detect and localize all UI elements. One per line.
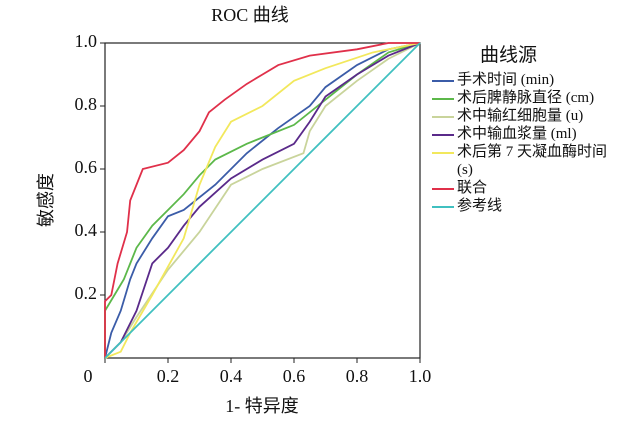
y-tick-label: 0.4 xyxy=(75,220,98,240)
legend-swatch xyxy=(432,206,454,208)
legend: 曲线源 手术时间 (min) 术后脾静脉直径 (cm) 术中输红细胞量 (u) 术中输… xyxy=(432,40,622,215)
legend-swatch xyxy=(432,98,454,100)
x-axis-label: 1- 特异度 xyxy=(225,396,299,416)
legend-label: 术后脾静脉直径 (cm) xyxy=(457,90,595,106)
legend-title: 曲线源 xyxy=(480,45,538,66)
roc-curve xyxy=(104,42,421,358)
legend-swatch xyxy=(432,116,454,118)
legend-swatch xyxy=(432,80,454,82)
legend-label: 联合 xyxy=(457,180,488,196)
y-tick-label: 0.2 xyxy=(75,283,98,303)
legend-swatch xyxy=(432,152,454,154)
roc-curve xyxy=(104,42,421,359)
legend-item: 手术时间 (min) xyxy=(432,71,622,89)
legend-item: 术中输红细胞量 (u) xyxy=(432,107,622,125)
legend-item: 术后脾静脉直径 (cm) xyxy=(432,89,622,107)
x-tick-label: 1.0 xyxy=(409,366,432,386)
legend-label: 参考线 xyxy=(457,198,503,214)
roc-curve xyxy=(104,42,421,359)
legend-label: 术中输血浆量 (ml) xyxy=(457,126,577,142)
legend-swatch xyxy=(432,188,454,190)
y-axis-label: 敏感度 xyxy=(36,173,56,227)
y-tick-label: 1.0 xyxy=(75,31,98,51)
legend-item: 术后第 7 天凝血酶时间 (s) xyxy=(432,143,622,179)
legend-item: 联合 xyxy=(432,179,622,197)
chart-title: ROC 曲线 xyxy=(211,5,289,25)
legend-label: 手术时间 (min) xyxy=(457,72,555,88)
y-tick-label: 0.6 xyxy=(75,157,98,177)
legend-item: 参考线 xyxy=(432,197,622,215)
roc-curve xyxy=(104,42,421,359)
legend-label: 术后第 7 天凝血酶时间 (s) xyxy=(457,144,608,178)
x-tick-label: 0.8 xyxy=(346,366,369,386)
x-tick-label: 0 xyxy=(84,366,93,386)
plot-frame xyxy=(104,42,421,359)
y-tick-label: 0.8 xyxy=(75,94,98,114)
x-tick-label: 0.2 xyxy=(157,366,180,386)
legend-label: 术中输红细胞量 (u) xyxy=(457,108,584,124)
roc-curve xyxy=(104,42,421,359)
legend-swatch xyxy=(432,134,454,136)
roc-curve xyxy=(104,42,420,358)
legend-item: 术中输血浆量 (ml) xyxy=(432,125,622,143)
x-tick-label: 0.4 xyxy=(220,366,243,386)
x-tick-label: 0.6 xyxy=(283,366,306,386)
